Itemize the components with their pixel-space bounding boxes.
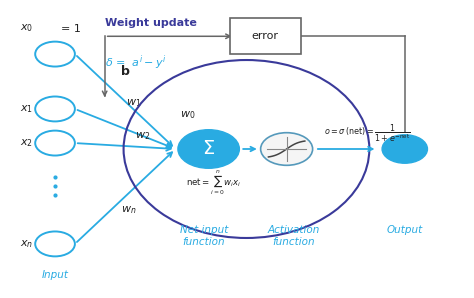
Text: $o = \sigma\,(\mathrm{net}) = \dfrac{1}{1+e^{-\mathrm{net}}}$: $o = \sigma\,(\mathrm{net}) = \dfrac{1}{… [324,122,411,144]
Text: $w_0$: $w_0$ [180,109,196,121]
Text: $x_1$: $x_1$ [20,103,33,115]
Text: $x_n$: $x_n$ [19,238,33,250]
Text: Net input
function: Net input function [180,225,228,247]
Text: $x_0$: $x_0$ [19,22,33,34]
Text: $x_2$: $x_2$ [20,137,33,149]
FancyBboxPatch shape [230,18,301,54]
Text: b: b [121,65,130,78]
Text: $\Sigma$: $\Sigma$ [202,139,215,158]
Text: Activation
function: Activation function [267,225,320,247]
Circle shape [261,133,313,165]
Text: Output: Output [387,225,423,235]
Circle shape [178,130,239,168]
Text: error: error [252,31,279,41]
Text: $\mathrm{net} = \sum_{i=0}^{n} w_i x_i$: $\mathrm{net} = \sum_{i=0}^{n} w_i x_i$ [186,169,241,197]
Text: Weight update: Weight update [105,18,197,28]
Text: $w_1$: $w_1$ [126,97,141,109]
Text: $\delta$ =  $a^i - y^i$: $\delta$ = $a^i - y^i$ [105,54,166,72]
Text: = 1: = 1 [61,24,81,34]
Circle shape [382,135,428,163]
Text: $w_2$: $w_2$ [136,130,151,142]
Text: $w_n$: $w_n$ [121,204,137,216]
Text: Input: Input [42,269,69,280]
